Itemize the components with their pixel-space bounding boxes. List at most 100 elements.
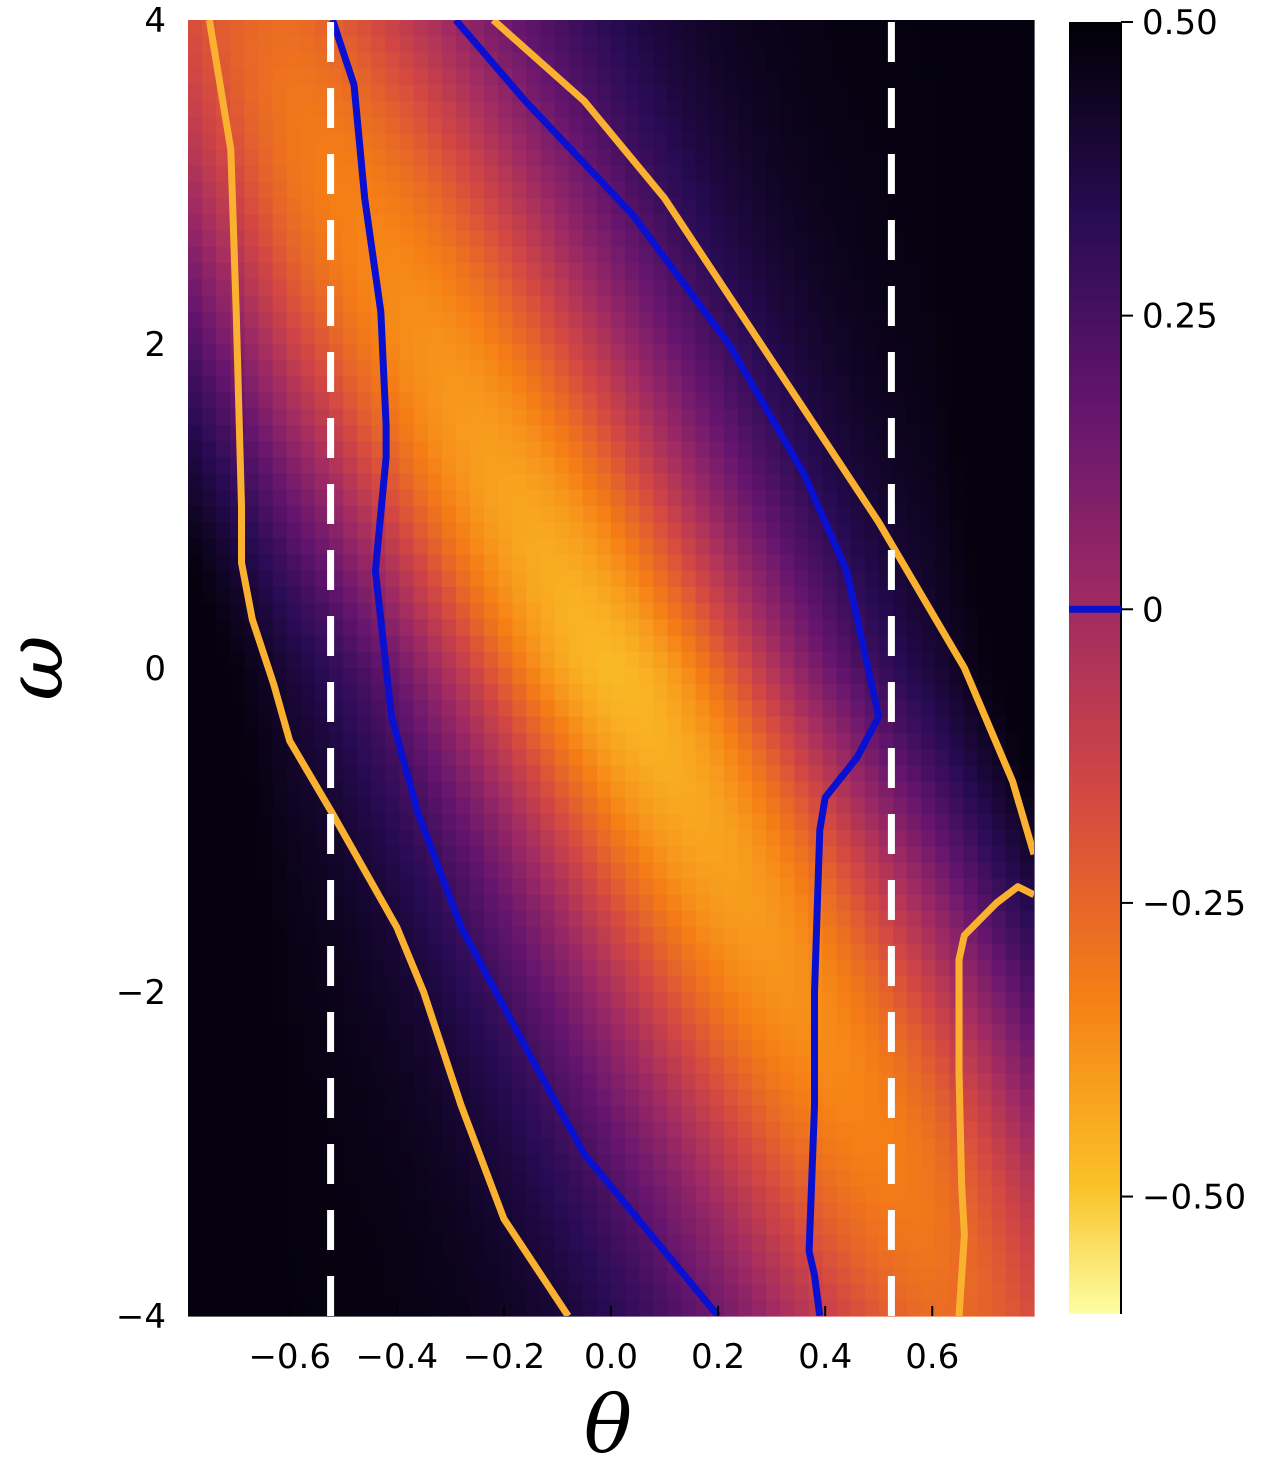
heatmap-cell: [794, 263, 809, 280]
heatmap-cell: [611, 992, 626, 1009]
heatmap-cell: [639, 376, 654, 394]
heatmap-cell: [216, 1024, 231, 1042]
heatmap-cell: [413, 133, 429, 151]
heatmap-cell: [723, 522, 739, 539]
heatmap-cell: [512, 943, 527, 961]
heatmap-cell: [808, 765, 824, 782]
heatmap-cell: [766, 1089, 781, 1106]
heatmap-cell: [625, 295, 640, 313]
heatmap-cell: [723, 311, 739, 329]
heatmap-cell: [371, 749, 386, 766]
heatmap-cell: [864, 1283, 880, 1301]
heatmap-cell: [794, 603, 809, 620]
heatmap-cell: [822, 862, 838, 880]
heatmap-cell: [822, 311, 838, 329]
heatmap-cell: [272, 732, 288, 750]
heatmap-cell: [399, 975, 415, 993]
heatmap-cell: [949, 684, 965, 701]
heatmap-cell: [230, 943, 245, 961]
heatmap-cell: [470, 813, 485, 831]
heatmap-cell: [526, 1202, 542, 1220]
heatmap-cell: [836, 1073, 852, 1090]
heatmap-cell: [357, 52, 372, 70]
heatmap-cell: [216, 894, 231, 912]
heatmap-cell: [893, 1121, 908, 1139]
heatmap-cell: [709, 813, 725, 831]
heatmap-cell: [329, 603, 344, 620]
heatmap-cell: [272, 408, 288, 426]
heatmap-cell: [568, 619, 584, 637]
heatmap-cell: [963, 214, 979, 232]
heatmap-cell: [963, 894, 979, 912]
heatmap-cell: [963, 279, 979, 296]
heatmap-cell: [357, 101, 372, 118]
heatmap-cell: [484, 894, 499, 912]
heatmap-cell: [314, 425, 330, 442]
heatmap-cell: [963, 1024, 979, 1042]
heatmap-cell: [455, 311, 471, 329]
heatmap-cell: [723, 700, 739, 718]
heatmap-cell: [653, 133, 668, 151]
heatmap-cell: [752, 749, 767, 766]
heatmap-cell: [611, 1267, 626, 1285]
heatmap-cell: [935, 1283, 950, 1301]
heatmap-cell: [512, 279, 527, 296]
heatmap-cell: [202, 84, 217, 102]
heatmap-cell: [766, 554, 781, 572]
heatmap-cell: [554, 1170, 570, 1187]
heatmap-cell: [991, 344, 1007, 361]
heatmap-cell: [893, 473, 908, 491]
heatmap-cell: [202, 1251, 217, 1268]
heatmap-cell: [568, 295, 584, 313]
heatmap-cell: [977, 182, 993, 199]
heatmap-cell: [963, 797, 979, 815]
heatmap-cell: [625, 489, 640, 507]
heatmap-cell: [737, 1267, 753, 1285]
heatmap-cell: [470, 263, 485, 280]
heatmap-cell: [258, 1121, 274, 1139]
heatmap-cell: [625, 797, 640, 815]
heatmap-cell: [427, 36, 443, 53]
heatmap-cell: [1019, 230, 1035, 248]
heatmap-cell: [286, 1154, 302, 1171]
heatmap-cell: [639, 975, 654, 993]
heatmap-cell: [681, 716, 697, 734]
heatmap-cell: [540, 1056, 556, 1074]
heatmap-cell: [907, 668, 922, 685]
heatmap-cell: [963, 1154, 979, 1171]
heatmap-cell: [568, 457, 584, 475]
heatmap-cell: [1005, 230, 1021, 248]
heatmap-cell: [470, 20, 485, 37]
heatmap-cell: [723, 749, 739, 766]
heatmap-cell: [893, 911, 908, 928]
heatmap-cell: [371, 781, 386, 799]
heatmap-cell: [611, 506, 626, 523]
heatmap-cell: [399, 700, 415, 718]
heatmap-cell: [357, 36, 372, 53]
heatmap-cell: [893, 230, 908, 248]
heatmap-cell: [681, 1056, 697, 1074]
heatmap-cell: [977, 408, 993, 426]
heatmap-cell: [625, 749, 640, 766]
heatmap-cell: [188, 506, 203, 523]
heatmap-cell: [907, 182, 922, 199]
heatmap-cell: [766, 506, 781, 523]
heatmap-cell: [300, 716, 316, 734]
heatmap-cell: [935, 797, 950, 815]
heatmap-cell: [991, 489, 1007, 507]
heatmap-cell: [314, 603, 330, 620]
heatmap-cell: [300, 408, 316, 426]
heatmap-cell: [343, 570, 358, 588]
heatmap-cell: [568, 943, 584, 961]
heatmap-cell: [188, 441, 203, 458]
heatmap-cell: [216, 1137, 231, 1155]
heatmap-cell: [723, 554, 739, 572]
heatmap-cell: [625, 101, 640, 118]
heatmap-cell: [258, 1235, 274, 1252]
heatmap-cell: [963, 846, 979, 863]
heatmap-cell: [850, 765, 866, 782]
heatmap-cell: [244, 943, 260, 961]
heatmap-cell: [343, 1056, 358, 1074]
heatmap-cell: [752, 182, 767, 199]
heatmap-cell: [188, 522, 203, 539]
